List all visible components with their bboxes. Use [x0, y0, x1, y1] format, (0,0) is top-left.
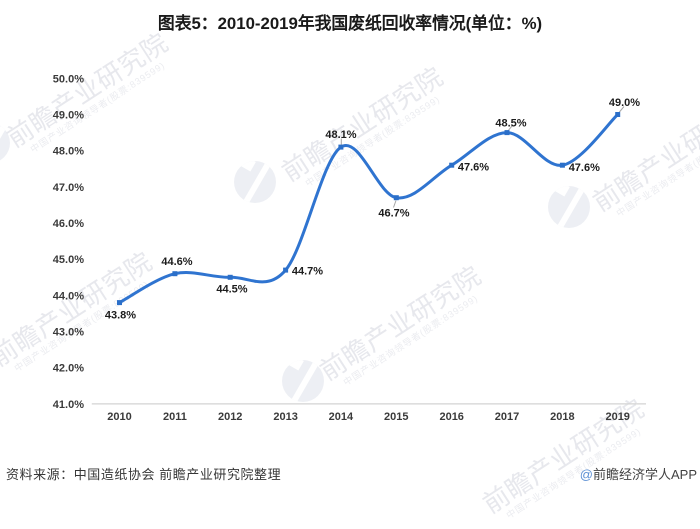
svg-text:2018: 2018 — [550, 411, 574, 423]
svg-text:44.7%: 44.7% — [292, 266, 323, 278]
svg-text:44.0%: 44.0% — [53, 290, 84, 302]
svg-text:43.8%: 43.8% — [105, 310, 136, 322]
svg-text:2010: 2010 — [107, 411, 131, 423]
svg-text:2017: 2017 — [495, 411, 519, 423]
svg-text:45.0%: 45.0% — [53, 254, 84, 266]
svg-text:2013: 2013 — [273, 411, 297, 423]
svg-text:48.0%: 48.0% — [53, 146, 84, 158]
svg-text:41.0%: 41.0% — [53, 399, 84, 411]
svg-text:44.6%: 44.6% — [161, 256, 192, 268]
svg-text:2012: 2012 — [218, 411, 242, 423]
svg-text:46.0%: 46.0% — [53, 218, 84, 230]
svg-text:46.7%: 46.7% — [378, 207, 409, 219]
svg-text:50.0%: 50.0% — [53, 73, 84, 85]
svg-text:2015: 2015 — [384, 411, 408, 423]
svg-text:49.0%: 49.0% — [53, 110, 84, 122]
svg-text:2016: 2016 — [439, 411, 463, 423]
svg-text:2019: 2019 — [605, 411, 629, 423]
svg-text:48.1%: 48.1% — [325, 129, 356, 141]
svg-text:49.0%: 49.0% — [609, 97, 640, 109]
svg-text:42.0%: 42.0% — [53, 363, 84, 375]
svg-text:44.5%: 44.5% — [216, 284, 247, 296]
svg-text:43.0%: 43.0% — [53, 327, 84, 339]
svg-text:2011: 2011 — [163, 411, 187, 423]
svg-text:47.6%: 47.6% — [458, 161, 489, 173]
svg-text:47.6%: 47.6% — [569, 162, 600, 174]
svg-text:2014: 2014 — [329, 411, 354, 423]
svg-text:48.5%: 48.5% — [495, 117, 526, 129]
svg-text:47.0%: 47.0% — [53, 182, 84, 194]
